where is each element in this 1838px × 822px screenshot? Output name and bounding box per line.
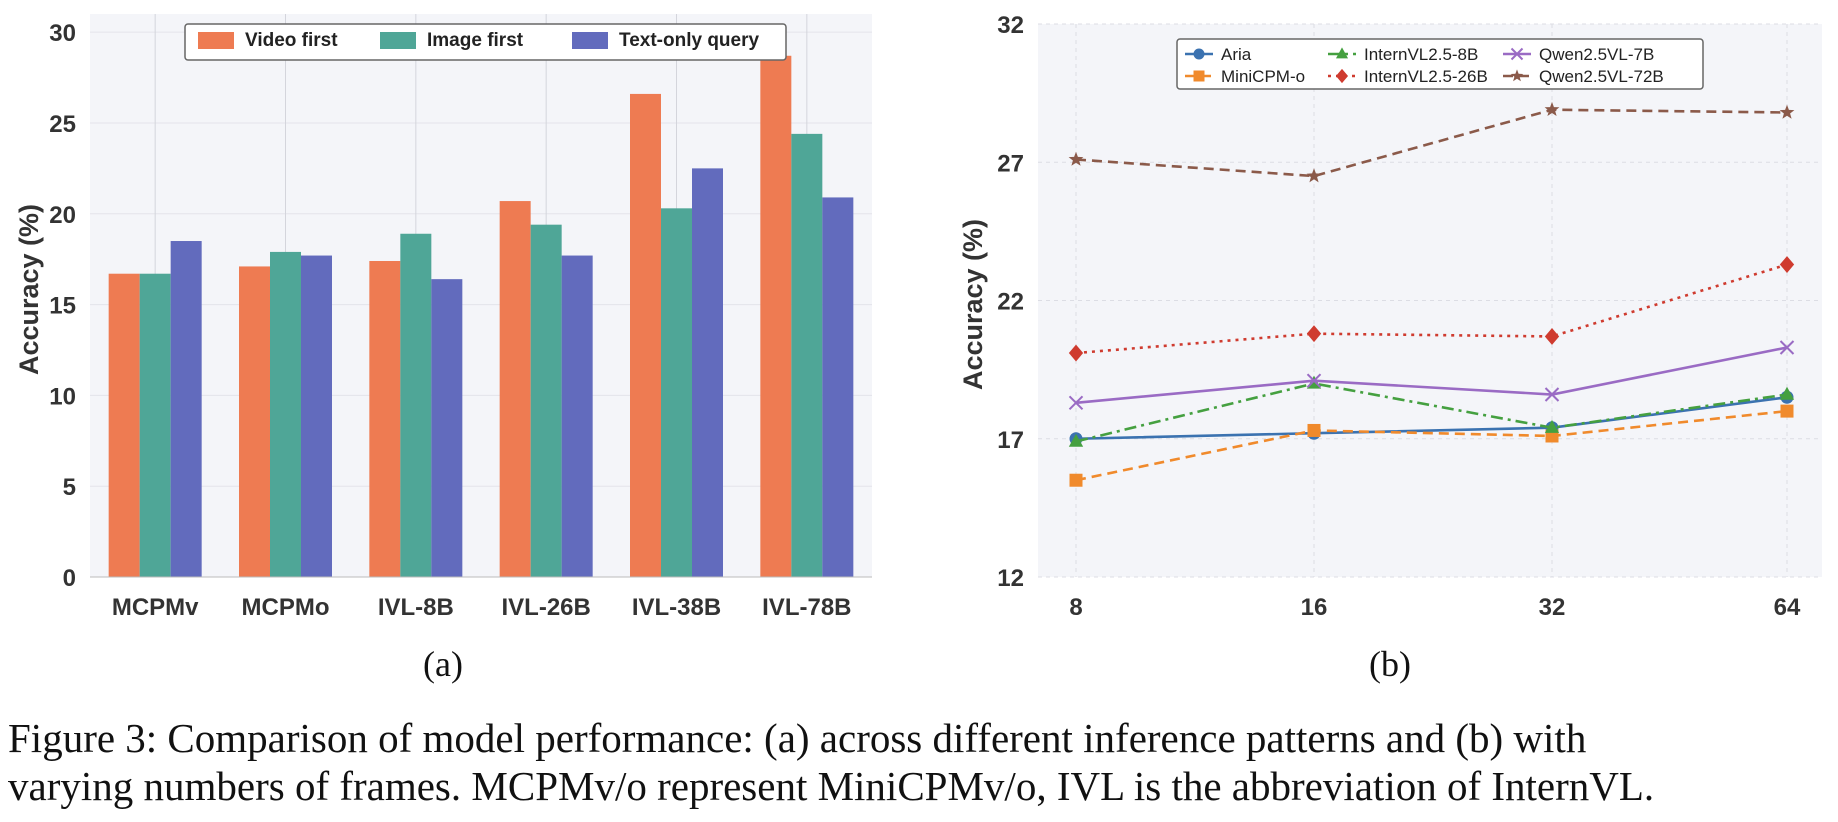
legend-swatch [380,32,416,49]
x-tick-label: 8 [1069,594,1082,621]
data-point-internvl2-5-8b [1544,419,1560,433]
legend-label: Qwen2.5VL-7B [1539,45,1654,64]
data-point-qwen2-5vl-7b [1779,340,1795,355]
bar-video-first [239,266,270,577]
data-point-qwen2-5vl-72b [1779,104,1795,119]
legend-marker [1193,70,1205,82]
bar-image-first [530,224,562,578]
bar-chart-panel: 0 5 10 15 20 25 30 MCPMv MCPMo IVL-8B IVL-26B IVL-3… [14,14,872,621]
x-tick-label: MCPMo [242,594,330,621]
x-tick-label: IVL-8B [378,594,454,621]
x-tick-label: 32 [1539,594,1566,621]
data-point-minicpm-o [1069,473,1083,487]
data-point-internvl2-5-26b [1306,325,1322,343]
bar-text-only-query [431,279,463,577]
data-point-internvl2-5-8b [1779,386,1795,400]
bar-image-first [400,233,432,577]
legend-swatch [198,32,234,49]
x-tick-label: 16 [1301,594,1328,621]
x-tick-label: IVL-38B [632,594,721,621]
data-point-qwen2-5vl-72b [1306,168,1322,183]
y-axis-label: Accuracy (%) [958,219,988,390]
legend-box [1176,38,1704,90]
y-tick-label: 27 [997,150,1024,177]
data-point-qwen2-5vl-7b [1306,373,1322,388]
bar-text-only-query [692,168,723,577]
y-tick-label: 15 [49,293,76,320]
y-tick-label: 5 [63,474,76,501]
legend-label: MiniCPM-o [1221,67,1305,86]
x-tick-label: IVL-78B [762,594,851,621]
y-tick-label: 20 [49,202,76,229]
y-axis-label: Accuracy (%) [14,204,44,375]
legend-label: Image first [427,30,524,51]
x-tick-label: MCPMv [112,594,199,621]
bar-image-first [791,133,823,578]
legend-marker [1335,47,1349,59]
series-line-internvl2-5-8b [1075,382,1788,443]
bar-video-first [499,201,531,578]
data-point-internvl2-5-26b [1068,344,1084,362]
series-line-qwen2-5vl-7b [1075,346,1788,405]
legend-label: Video first [245,30,338,51]
y-tick-label: 30 [49,20,76,47]
y-tick-label: 32 [997,12,1024,39]
data-point-qwen2-5vl-7b [1068,395,1084,411]
bar-video-first [760,55,792,577]
y-tick-label: 10 [49,383,76,410]
bar-image-first [270,251,301,577]
series-line-qwen2-5vl-72b [1075,108,1788,178]
legend-marker [1510,47,1524,61]
legend-label: Text-only query [619,30,759,51]
y-tick-label: 25 [49,111,76,138]
legend-label: Aria [1221,45,1252,64]
bar-video-first [369,260,401,577]
series-line-aria [1075,395,1788,441]
data-point-minicpm-o [1307,423,1321,437]
data-point-minicpm-o [1780,404,1794,418]
legend-swatch [572,32,608,49]
bar-text-only-query [170,241,202,578]
data-point-qwen2-5vl-72b [1068,151,1084,166]
x-tick-label: IVL-26B [501,594,590,621]
figure-caption-line-1: Figure 3: Comparison of model performanc… [8,715,1587,761]
bar-image-first [139,273,171,577]
bar-image-first [661,208,692,577]
y-tick-label: 17 [997,427,1024,454]
legend-box [184,23,787,61]
line-chart-panel: 12 17 22 27 32 8 16 32 64 Accuracy (%) Aria MiniCPM… [958,12,1822,621]
legend-label: InternVL2.5-8B [1364,45,1478,64]
data-point-internvl2-5-26b [1779,256,1795,274]
plot-background [90,14,872,577]
data-point-internvl2-5-8b [1068,433,1084,447]
y-tick-label: 12 [997,565,1024,592]
legend-marker [1193,48,1205,60]
bar-video-first [108,273,140,577]
bar-text-only-query [301,255,332,577]
legend-marker [1510,69,1524,82]
bar-text-only-query [561,255,593,577]
y-tick-label: 0 [63,565,76,592]
bar-video-first [630,93,661,578]
figure-caption-line-2: varying numbers of frames. MCPMv/o repre… [8,763,1655,809]
legend-label: Qwen2.5VL-72B [1539,67,1664,86]
x-tick-label: 64 [1774,594,1801,621]
data-point-qwen2-5vl-7b [1544,387,1560,402]
legend-label: InternVL2.5-26B [1364,67,1488,86]
legend-marker [1335,68,1349,84]
series-line-minicpm-o [1075,409,1788,482]
subfigure-label-b: (b) [1369,644,1411,684]
bar-text-only-query [822,197,854,578]
y-tick-label: 22 [997,289,1024,316]
data-point-internvl2-5-26b [1544,327,1560,345]
data-point-qwen2-5vl-72b [1544,101,1560,116]
legend: Aria MiniCPM-o InternVL2.5-8B InternVL2.5-2… [1176,38,1704,90]
subfigure-label-a: (a) [423,644,463,684]
legend: Video first Image first Text-only query [184,23,787,61]
